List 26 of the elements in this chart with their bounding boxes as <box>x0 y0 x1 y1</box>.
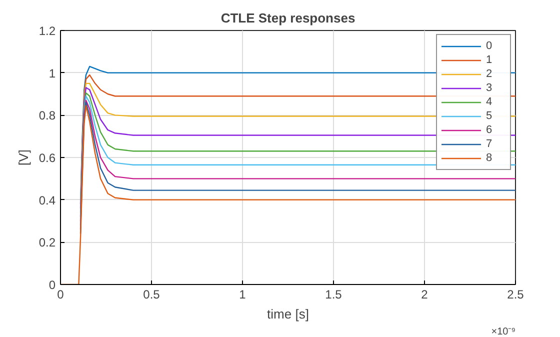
y-tick-label: 0.8 <box>38 108 56 123</box>
y-tick-label: 1 <box>48 66 56 80</box>
text: ×10⁻⁹ <box>491 326 516 337</box>
legend-label: 5 <box>486 109 494 123</box>
y-axis-title: [V] <box>16 150 31 166</box>
y-tick-label: 0.4 <box>38 193 56 208</box>
x-tick-label: 0.5 <box>143 288 160 302</box>
legend-label: 2 <box>486 67 494 81</box>
y-tick-label: 0.2 <box>38 236 56 250</box>
legend-label: 4 <box>486 95 494 109</box>
x-tick-label: 2 <box>421 288 428 302</box>
legend-label: 1 <box>486 53 494 67</box>
chart-title: CTLE Step responses <box>220 10 356 26</box>
legend-label: 7 <box>486 137 494 151</box>
x-tick-label: 1.5 <box>325 288 342 302</box>
legend-label: 0 <box>486 39 494 53</box>
legend-label: 3 <box>486 81 494 95</box>
legend-label: 8 <box>486 151 494 165</box>
y-tick-label: 1.2 <box>38 24 56 38</box>
legend-label: 6 <box>486 123 494 137</box>
x-tick-label: 0 <box>57 288 64 302</box>
x-tick-label: 2.5 <box>507 288 524 302</box>
x-axis-title: time [s] <box>267 306 309 322</box>
y-tick-label: 0.6 <box>38 151 56 165</box>
y-tick-label: 0 <box>48 278 56 292</box>
x-tick-label: 1 <box>239 288 246 302</box>
